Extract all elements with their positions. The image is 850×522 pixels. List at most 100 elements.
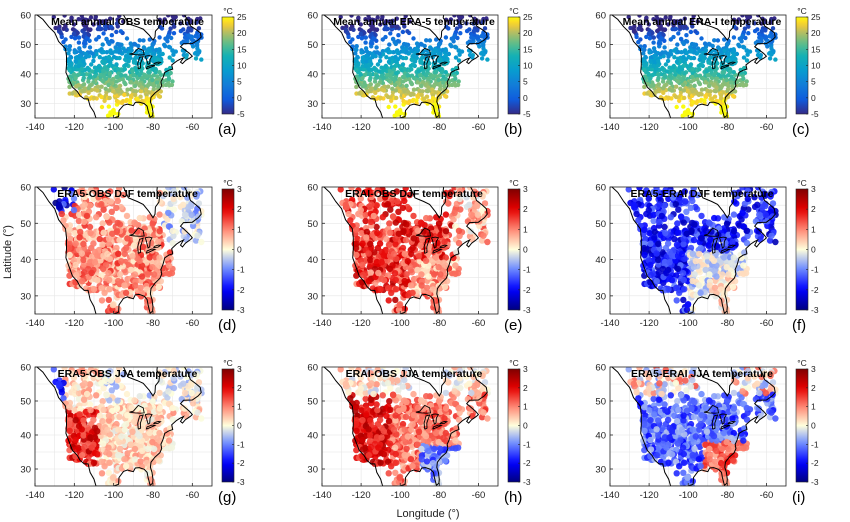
station-point — [661, 85, 666, 91]
station-point — [106, 286, 113, 293]
station-point — [655, 240, 662, 248]
station-point — [82, 26, 87, 32]
station-point — [60, 217, 67, 224]
station-point — [689, 49, 694, 54]
station-point — [383, 64, 388, 70]
station-point — [650, 211, 657, 218]
station-point — [767, 193, 774, 200]
station-point — [656, 59, 661, 64]
station-point — [661, 258, 669, 266]
station-point — [385, 26, 391, 31]
station-point — [342, 201, 349, 209]
station-point — [740, 262, 747, 269]
station-point — [729, 90, 734, 95]
station-point — [377, 58, 383, 64]
station-point — [366, 89, 371, 94]
station-point — [141, 38, 146, 43]
station-point — [157, 48, 162, 54]
station-point — [680, 219, 687, 226]
station-point — [698, 98, 703, 104]
colorbar-unit: °C — [797, 6, 807, 16]
station-point — [61, 39, 66, 45]
station-point — [154, 259, 161, 266]
station-point — [463, 194, 470, 201]
station-point — [663, 62, 669, 67]
station-point — [660, 18, 665, 23]
station-point — [442, 189, 450, 197]
station-point — [703, 80, 708, 85]
colorbar-tick-label: 0 — [237, 245, 242, 255]
station-point — [688, 29, 694, 35]
station-point — [484, 238, 491, 246]
station-point — [666, 95, 671, 101]
y-tick-label: 50 — [20, 40, 31, 51]
station-point — [673, 26, 679, 31]
station-point — [136, 214, 143, 222]
station-point — [680, 276, 687, 284]
station-point — [672, 200, 680, 208]
station-point — [681, 54, 686, 60]
station-point — [144, 271, 151, 278]
station-point — [745, 52, 750, 57]
station-point — [150, 77, 155, 83]
colorbar-tick-label: -2 — [237, 285, 245, 295]
station-point — [441, 90, 446, 95]
station-point — [677, 98, 682, 104]
station-point — [455, 239, 463, 247]
station-point — [85, 18, 91, 23]
x-tick-label: -140 — [312, 318, 331, 329]
y-tick-label: 60 — [595, 11, 606, 22]
station-point — [114, 197, 122, 205]
station-point — [700, 58, 706, 63]
station-point — [120, 77, 126, 82]
station-point — [767, 34, 772, 39]
station-point — [424, 38, 429, 43]
station-point — [471, 29, 477, 34]
station-point — [119, 100, 125, 106]
station-point — [468, 48, 473, 54]
station-point — [768, 20, 773, 25]
station-point — [673, 297, 680, 304]
station-point — [679, 67, 685, 72]
station-point — [481, 200, 489, 207]
station-point — [436, 77, 441, 83]
station-point — [104, 37, 109, 42]
station-point — [90, 285, 98, 293]
station-point — [68, 54, 73, 60]
station-point — [70, 206, 78, 214]
station-point — [358, 31, 363, 36]
coastline — [323, 15, 488, 118]
station-point — [394, 16, 399, 21]
station-point — [437, 86, 443, 92]
station-point — [363, 35, 368, 40]
station-point — [691, 271, 698, 278]
station-point — [656, 72, 661, 77]
station-point — [760, 32, 765, 38]
station-point — [86, 79, 91, 84]
station-point — [641, 251, 648, 259]
points — [625, 187, 779, 314]
station-point — [669, 88, 675, 93]
station-point — [178, 218, 185, 225]
station-point — [392, 240, 399, 248]
great-lake-path — [431, 55, 440, 66]
station-point — [71, 72, 77, 77]
station-point — [456, 188, 464, 195]
station-point — [764, 222, 771, 229]
station-point — [655, 256, 662, 264]
station-point — [410, 98, 415, 104]
station-point — [81, 59, 86, 64]
station-point — [374, 73, 380, 79]
station-point — [150, 271, 158, 278]
station-point — [455, 227, 463, 234]
station-point — [676, 31, 681, 36]
station-point — [697, 67, 702, 72]
station-point — [182, 35, 188, 40]
station-point — [140, 61, 145, 66]
station-point — [374, 27, 379, 33]
station-point — [708, 55, 713, 60]
station-point — [378, 22, 383, 27]
x-tick-label: -120 — [352, 318, 371, 329]
station-point — [78, 49, 83, 54]
station-point — [675, 68, 681, 74]
